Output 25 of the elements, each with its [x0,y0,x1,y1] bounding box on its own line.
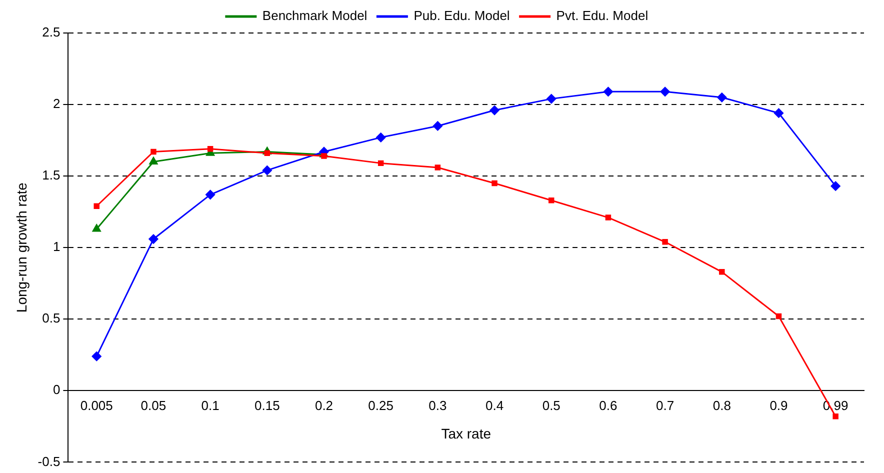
x-tick-label: 0.05 [140,398,166,414]
x-tick-label: 0.4 [485,398,504,414]
x-tick-label: 0.5 [542,398,560,414]
y-tick-label: 2.5 [42,24,60,40]
y-tick-label: 2 [52,96,60,112]
x-tick-label: 0.25 [368,398,394,414]
y-tick-label: -0.5 [38,454,60,469]
x-tick-label: 0.15 [254,398,280,414]
x-tick-label: 0.8 [712,398,731,414]
x-tick-label: 0.2 [314,398,334,414]
x-axis-title: Tax rate [441,426,492,442]
x-tick-label: 0.9 [770,398,788,414]
y-axis-title: Long-run growth rate [13,182,30,313]
y-tick-label: 0.5 [42,310,60,326]
x-tick-label: 0.6 [599,398,618,414]
y-tick-label: 1.5 [42,168,60,183]
legend-label: Pub. Edu. Model [414,8,510,24]
legend-label: Pvt. Edu. Model [556,8,648,24]
x-tick-label: 0.3 [428,398,447,414]
y-tick-label: 0 [52,382,60,398]
y-tick-label: 1 [52,239,60,254]
x-tick-label: 0.005 [80,398,113,414]
x-tick-label: 0.7 [656,398,674,414]
x-tick-label: 0.1 [201,398,220,414]
legend-label: Benchmark Model [262,8,368,24]
